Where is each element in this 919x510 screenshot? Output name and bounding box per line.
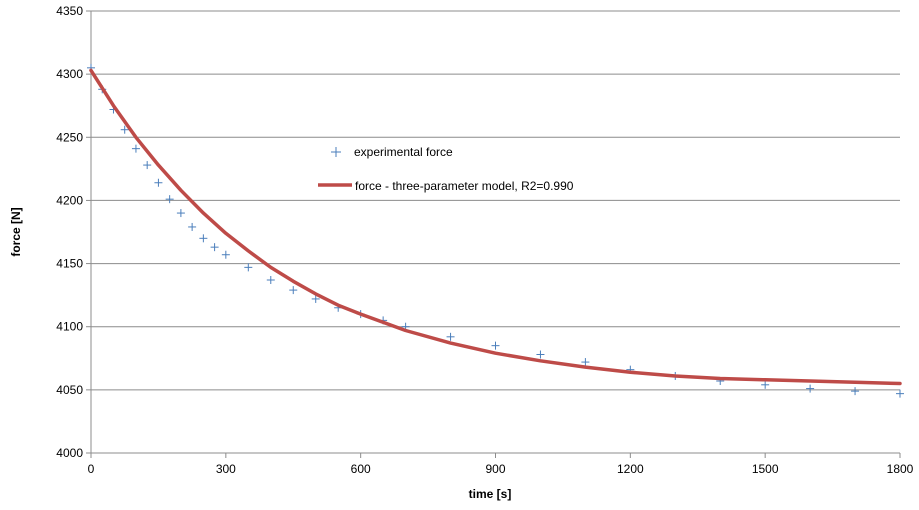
y-tick-label: 4300 — [56, 67, 83, 81]
experimental-point — [120, 125, 129, 134]
experimental-point — [266, 275, 275, 284]
experimental-point — [289, 286, 298, 295]
legend-label-experimental: experimental force — [354, 145, 453, 159]
experimental-point — [536, 350, 545, 359]
experimental-point — [761, 380, 770, 389]
experimental-point — [581, 358, 590, 367]
experimental-point — [491, 341, 500, 350]
experimental-point — [851, 387, 860, 396]
y-tick-label: 4200 — [56, 193, 83, 207]
experimental-point — [446, 332, 455, 341]
y-axis-title: force [N] — [9, 207, 23, 256]
model-line — [89, 68, 902, 386]
series-experimental-force — [87, 63, 904, 398]
experimental-point — [165, 195, 174, 204]
experimental-point — [188, 222, 197, 231]
x-tick-label: 1200 — [617, 462, 644, 476]
x-tick-label: 900 — [485, 462, 505, 476]
y-tick-label: 4150 — [56, 257, 83, 271]
series-three-parameter-model — [89, 68, 902, 386]
experimental-point — [806, 384, 815, 393]
experimental-point — [244, 263, 253, 272]
y-tick-label: 4250 — [56, 130, 83, 144]
experimental-point — [221, 250, 230, 259]
y-tick-label: 4000 — [56, 446, 83, 460]
x-tick-label: 300 — [216, 462, 236, 476]
y-tick-label: 4100 — [56, 320, 83, 334]
x-tick-label: 1800 — [887, 462, 914, 476]
y-tick-label: 4050 — [56, 383, 83, 397]
legend-label-model: force - three-parameter model, R2=0.990 — [355, 179, 574, 193]
experimental-point — [176, 209, 185, 218]
y-ticks: 4000 4050 4100 4150 4200 4250 4300 4350 — [56, 4, 91, 460]
legend-marker-experimental — [331, 147, 341, 157]
experimental-point — [154, 178, 163, 187]
experimental-point — [143, 161, 152, 170]
experimental-point — [131, 144, 140, 153]
experimental-point — [210, 243, 219, 252]
experimental-point — [896, 389, 904, 398]
x-tick-label: 600 — [351, 462, 371, 476]
gridlines — [91, 10, 900, 391]
x-tick-label: 1500 — [752, 462, 779, 476]
experimental-point — [199, 234, 208, 243]
x-axis-title: time [s] — [469, 487, 512, 501]
x-tick-label: 0 — [88, 462, 95, 476]
y-tick-label: 4350 — [56, 4, 83, 18]
x-ticks: 0 300 600 900 1200 1500 1800 — [88, 453, 914, 476]
experimental-point — [311, 294, 320, 303]
legend: experimental force force - three-paramet… — [318, 145, 574, 193]
